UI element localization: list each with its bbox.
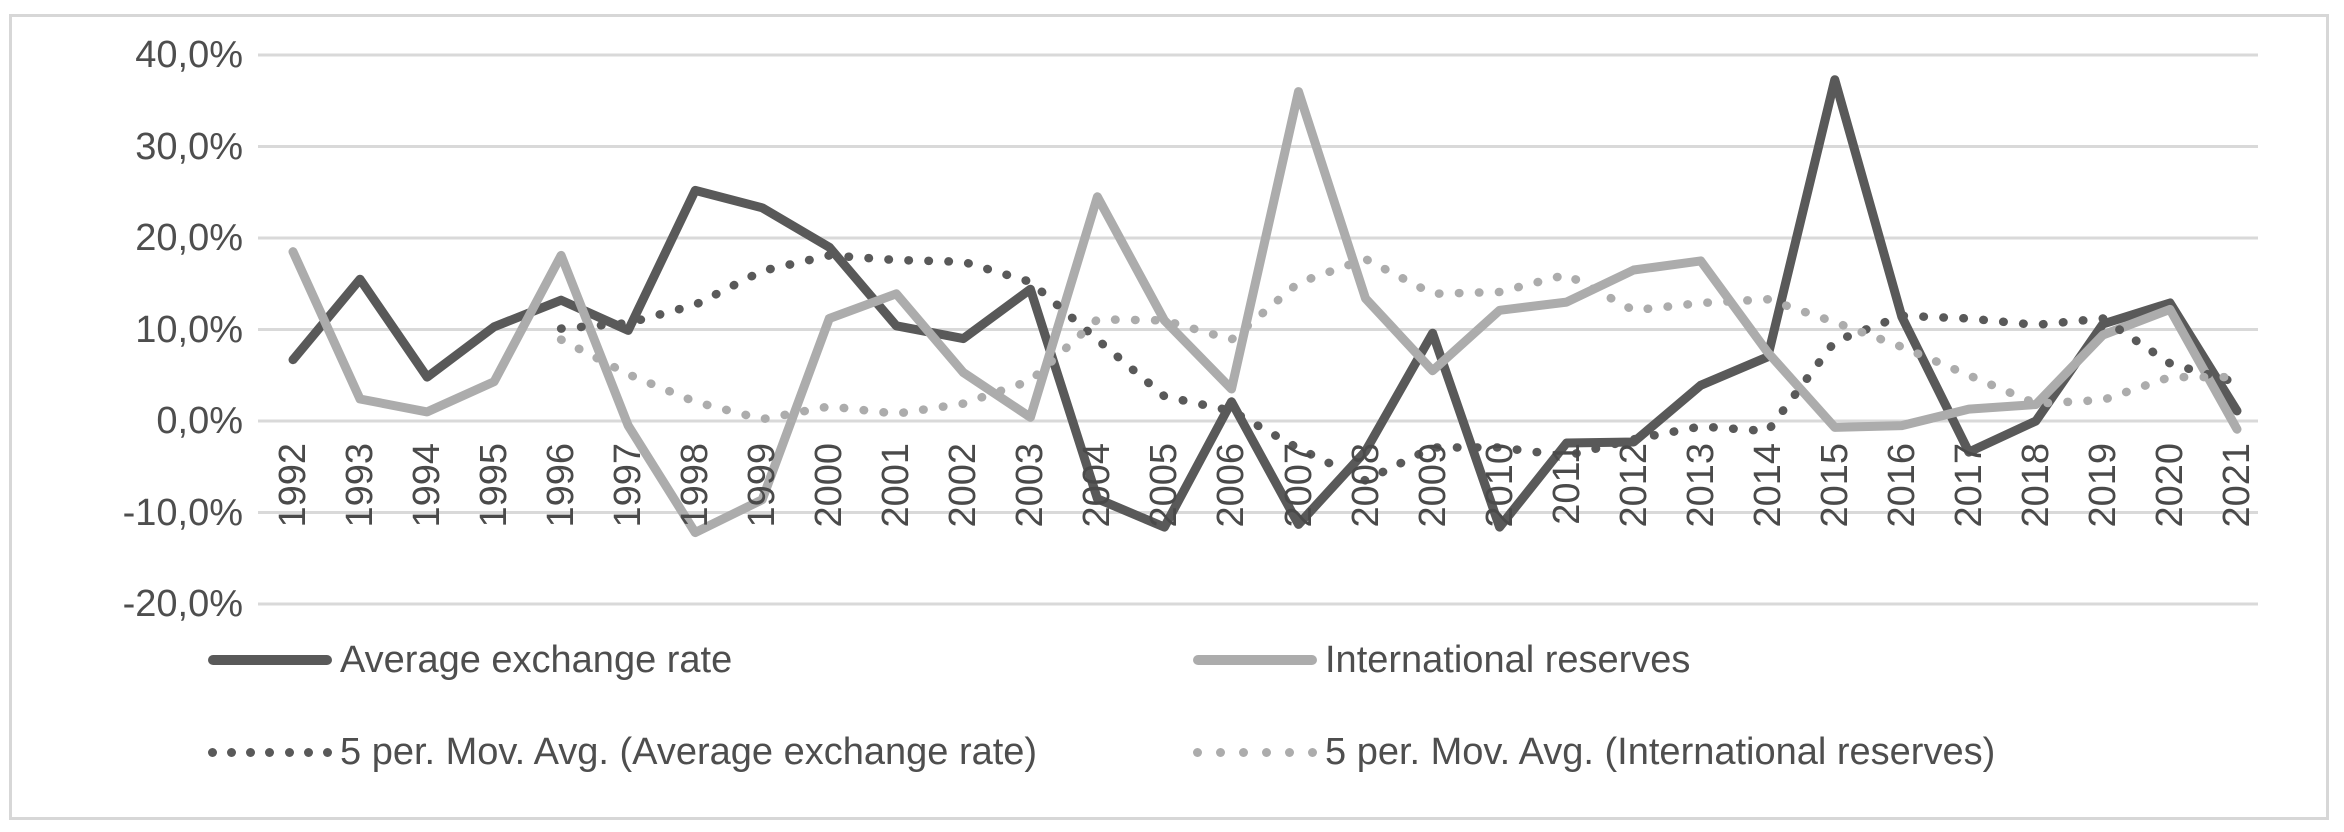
x-axis-tick-label: 1993: [339, 443, 382, 528]
x-axis-tick-label: 2014: [1746, 443, 1789, 528]
x-axis-tick-label: 2009: [1411, 443, 1454, 528]
x-axis-tick-label: 2013: [1679, 443, 1722, 528]
x-axis-tick-label: 2004: [1076, 443, 1119, 528]
x-axis-tick-label: 2010: [1478, 443, 1521, 528]
x-axis-tick-label: 2007: [1277, 443, 1320, 528]
y-axis-tick-label: 20,0%: [135, 217, 243, 259]
series-line-5-per-mov-avg-average-exchange-rate: [556, 251, 2242, 485]
x-axis-tick-label: 2000: [808, 443, 851, 528]
legend-item-mov-avg-international-reserves: 5 per. Mov. Avg. (International reserves…: [1193, 730, 1995, 774]
series-line-international-reserves: [288, 87, 2242, 538]
legend-item-average-exchange-rate: Average exchange rate: [208, 638, 732, 682]
legend-label: 5 per. Mov. Avg. (Average exchange rate): [340, 730, 1038, 773]
legend-label: 5 per. Mov. Avg. (International reserves…: [1325, 730, 1996, 773]
x-axis-tick-label: 2006: [1210, 443, 1253, 528]
x-axis-tick-label: 2005: [1143, 443, 1186, 528]
y-axis-tick-label: 40,0%: [135, 34, 243, 76]
x-axis-tick-label: 2016: [1880, 443, 1923, 528]
x-axis-tick-label: 1994: [406, 443, 449, 528]
x-axis-tick-label: 2020: [2148, 443, 2191, 528]
y-axis-tick-label: 30,0%: [135, 125, 243, 168]
x-axis-tick-label: 2001: [875, 443, 918, 528]
x-axis-tick-label: 2012: [1612, 443, 1655, 528]
x-axis-tick-label: 2002: [942, 443, 985, 528]
legend-swatch-dotted-light: [1193, 747, 1317, 757]
x-axis-tick-label: 1995: [473, 443, 516, 528]
x-axis-tick-label: 2015: [1813, 443, 1856, 528]
legend-label: Average exchange rate: [340, 638, 733, 681]
legend-swatch-solid-dark: [208, 655, 332, 665]
x-axis-tick-label: 2003: [1009, 443, 1052, 528]
x-axis-tick-label: 2021: [2215, 443, 2258, 528]
legend-item-mov-avg-average-exchange-rate: 5 per. Mov. Avg. (Average exchange rate): [208, 730, 1037, 774]
x-axis-tick-label: 2017: [1947, 443, 1990, 528]
legend-swatch-dotted-dark: [208, 747, 332, 757]
y-axis-tick-label: -10,0%: [122, 491, 243, 534]
legend-swatch-solid-light: [1193, 655, 1317, 665]
x-axis-tick-label: 1997: [607, 443, 650, 528]
x-axis-tick-label: 1999: [741, 443, 784, 528]
x-axis-tick-label: 1998: [674, 443, 717, 528]
x-axis-tick-label: 2018: [2014, 443, 2057, 528]
x-axis-tick-label: 2019: [2081, 443, 2124, 528]
legend-item-international-reserves: International reserves: [1193, 638, 1690, 682]
y-axis-tick-label: -20,0%: [122, 583, 243, 625]
y-axis-tick-label: 0,0%: [156, 400, 243, 442]
x-axis-tick-label: 2011: [1545, 443, 1588, 525]
legend-label: International reserves: [1325, 638, 1691, 681]
x-axis-tick-label: 1992: [272, 443, 314, 528]
x-axis-tick-label: 1996: [540, 443, 583, 528]
y-axis-tick-label: 10,0%: [135, 308, 243, 351]
x-axis-tick-label: 2008: [1344, 443, 1387, 528]
series-line-5-per-mov-avg-international-reserves: [556, 254, 2242, 424]
